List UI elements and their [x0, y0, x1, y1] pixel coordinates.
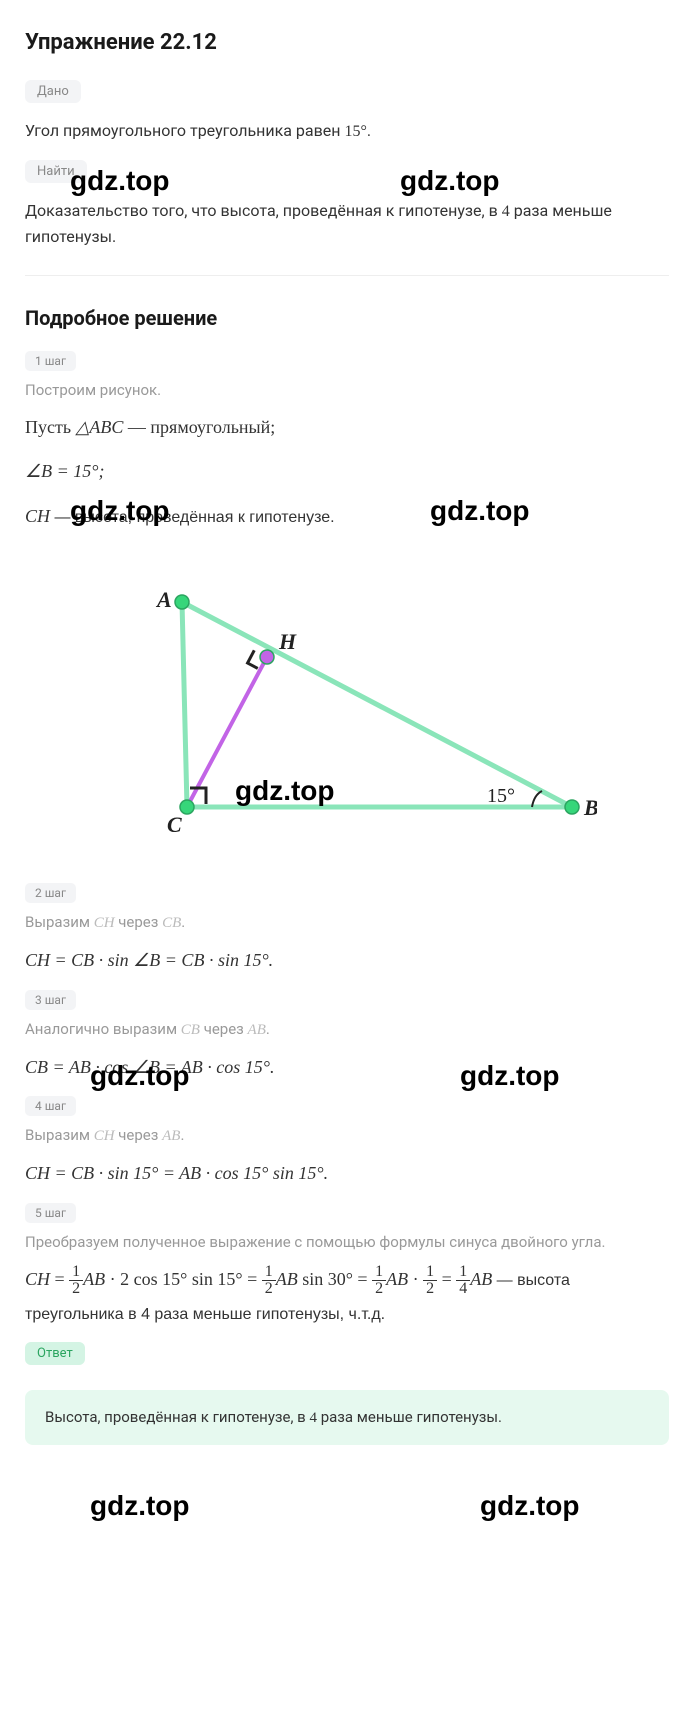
- given-post: .: [367, 121, 371, 140]
- watermark: gdz.top: [400, 165, 500, 197]
- step-1-desc: Построим рисунок.: [25, 381, 669, 399]
- step-4-line-1: CH = CB · sin 15° = AB · cos 15° sin 15°…: [25, 1157, 669, 1189]
- step-1-line-2: ∠B = 15°;: [25, 455, 669, 487]
- s1l1-pre: Пусть: [25, 417, 76, 437]
- answer-num: 4: [309, 1410, 317, 1426]
- step-3-line-1: CB = AB · cos ∠B = AB · cos 15°.: [25, 1051, 669, 1083]
- step-4-desc: Выразим CH через AB.: [25, 1126, 669, 1145]
- step-1-label: 1 шаг: [25, 351, 76, 371]
- find-pre: Доказательство того, что высота, проведё…: [25, 201, 502, 220]
- step-2-desc: Выразим CH через CB.: [25, 913, 669, 932]
- answer-post: раза меньше гипотенузы.: [317, 1408, 502, 1426]
- s1l1-math: △ABC: [76, 417, 124, 437]
- step-2-label: 2 шаг: [25, 883, 76, 903]
- s1l1-post: — прямоугольный;: [123, 417, 275, 437]
- divider: [25, 275, 669, 276]
- step-3-desc: Аналогично выразим CB через AB.: [25, 1020, 669, 1039]
- given-pre: Угол прямоугольного треугольника равен: [25, 121, 344, 140]
- step-3-label: 3 шаг: [25, 990, 76, 1010]
- s4l1-math: CH = CB · sin 15° = AB · cos 15° sin 15°…: [25, 1163, 328, 1183]
- find-num: 4: [502, 203, 510, 220]
- s1l3-math: CH: [25, 506, 50, 526]
- answer-badge: Ответ: [25, 1342, 85, 1365]
- step-5-line-1: CH = 12AB · 2 cos 15° sin 15° = 12AB sin…: [25, 1263, 669, 1330]
- svg-text:A: A: [155, 587, 172, 612]
- s3l1-math: CB = AB · cos ∠B = AB · cos 15°.: [25, 1057, 274, 1077]
- s2l1-math: CH = CB · sin ∠B = CB · sin 15°.: [25, 950, 273, 970]
- given-badge: Дано: [25, 80, 81, 103]
- watermark: gdz.top: [480, 1490, 580, 1522]
- given-text: Угол прямоугольного треугольника равен 1…: [25, 118, 669, 145]
- svg-text:H: H: [278, 629, 297, 654]
- answer-pre: Высота, проведённая к гипотенузе, в: [45, 1408, 309, 1426]
- s1l2-math: ∠B = 15°;: [25, 461, 104, 481]
- find-badge: Найти: [25, 160, 87, 183]
- step-4-label: 4 шаг: [25, 1096, 76, 1116]
- answer-box: Высота, проведённая к гипотенузе, в 4 ра…: [25, 1390, 669, 1445]
- svg-text:15°: 15°: [487, 785, 515, 807]
- solution-title: Подробное решение: [25, 306, 669, 330]
- exercise-title: Упражнение 22.12: [25, 30, 669, 55]
- svg-text:C: C: [167, 812, 182, 837]
- step-1-line-3: CH — высота, проведённая к гипотенузе.: [25, 500, 669, 533]
- triangle-diagram: A C B H 15°: [97, 562, 597, 842]
- watermark: gdz.top: [90, 1490, 190, 1522]
- step-1-line-1: Пусть △ABC — прямоугольный;: [25, 411, 669, 443]
- step-5-desc: Преобразуем полученное выражение с помощ…: [25, 1233, 669, 1251]
- s1l3-post: — высота, проведённая к гипотенузе.: [50, 509, 335, 526]
- given-math: 15°: [344, 123, 366, 140]
- svg-text:B: B: [583, 795, 597, 820]
- step-5-label: 5 шаг: [25, 1203, 76, 1223]
- step-2-line-1: CH = CB · sin ∠B = CB · sin 15°.: [25, 944, 669, 976]
- find-text: Доказательство того, что высота, проведё…: [25, 198, 669, 250]
